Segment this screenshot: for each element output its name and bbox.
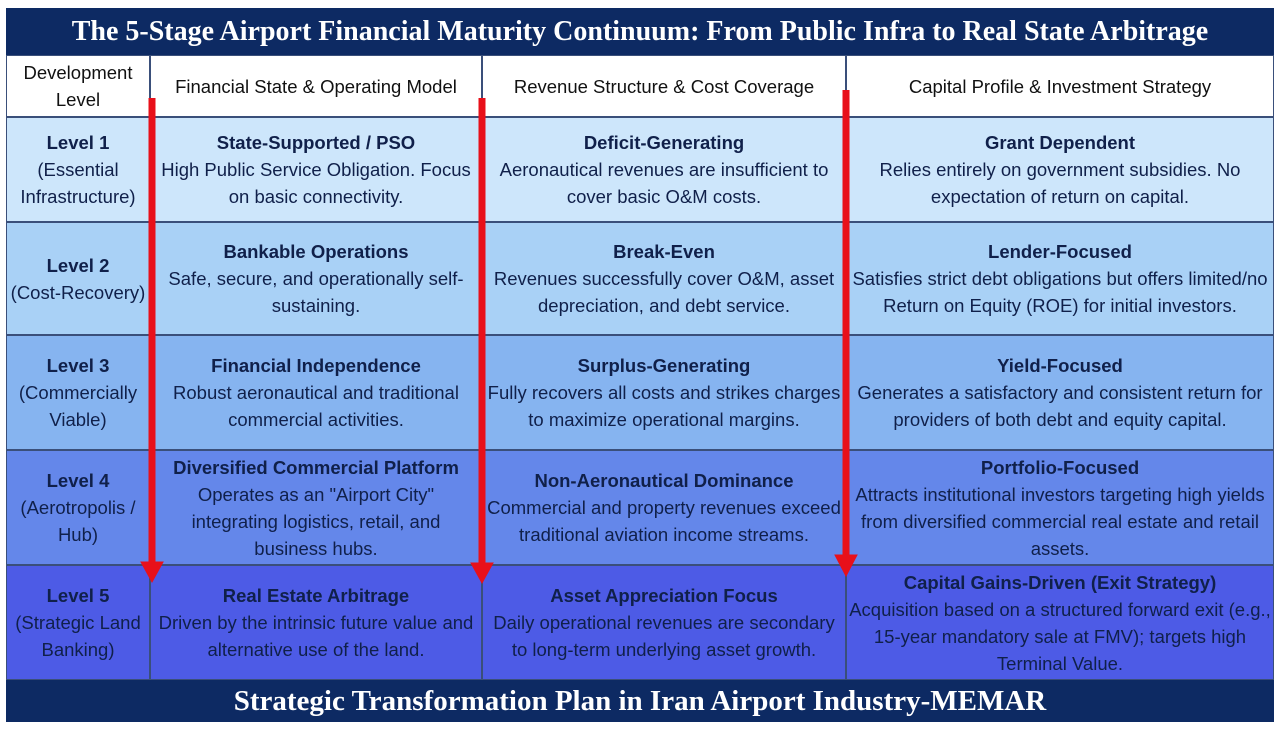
level: Level 4 xyxy=(46,470,110,491)
arrow-head xyxy=(834,554,858,578)
cell-text: Commercial and property revenues exceed … xyxy=(487,497,841,545)
cell: Deficit-Generating Aeronautical revenues … xyxy=(482,117,846,222)
cell-heading: Asset Appreciation Focus xyxy=(550,585,778,606)
level-cell: Level 5 (Strategic Land Banking) xyxy=(6,565,150,680)
column-header: Revenue Structure & Cost Coverage xyxy=(482,55,846,117)
cell-heading: Portfolio-Focused xyxy=(980,456,1140,478)
cell-heading: Real Estate Arbitrage xyxy=(222,585,410,606)
cell-text: Daily operational revenues are secondary… xyxy=(493,612,835,660)
cell: Portfolio-Focused Attracts institutional … xyxy=(846,450,1274,565)
cell-text: Satisfies strict debt obligations but of… xyxy=(852,268,1268,316)
cell-text: Relies entirely on government subsidies.… xyxy=(879,159,1241,207)
stage: (Strategic Land Banking) xyxy=(15,612,141,660)
column-header: Capital Profile & Investment Strategy xyxy=(846,55,1274,117)
cell-heading: State-Supported / PSO xyxy=(216,132,416,153)
cell: Break-Even Revenues successfully cover O&… xyxy=(482,222,846,335)
cell-text: Revenues successfully cover O&M, asset d… xyxy=(493,268,835,316)
cell-heading: Financial Independence xyxy=(211,355,421,376)
stage: (Commercially Viable) xyxy=(18,382,138,430)
level: Level 2 xyxy=(46,254,110,276)
cell-heading: Bankable Operations xyxy=(223,241,409,262)
cell: Surplus-Generating Fully recovers all cos… xyxy=(482,335,846,450)
cell-heading: Capital Gains-Driven (Exit Strategy) xyxy=(903,571,1217,593)
level-cell: Level 1 (Essential Infrastructure) xyxy=(6,117,150,222)
level: Level 1 xyxy=(46,132,110,153)
cell: Grant Dependent Relies entirely on govern… xyxy=(846,117,1274,222)
cell: Yield-Focused Generates a satisfactory an… xyxy=(846,335,1274,450)
level-cell: Level 3 (Commercially Viable) xyxy=(6,335,150,450)
cell: Capital Gains-Driven (Exit Strategy) Acqu… xyxy=(846,565,1274,680)
cell-text: Acquisition based on a structured forwar… xyxy=(849,598,1271,674)
cell-heading: Lender-Focused xyxy=(988,241,1132,262)
stage: (Cost-Recovery) xyxy=(10,281,146,303)
level-cell: Level 2 (Cost-Recovery) xyxy=(6,222,150,335)
column-header: Development Level xyxy=(6,55,150,117)
title: The 5-Stage Airport Financial Maturity C… xyxy=(6,8,1274,55)
stage: (Essential Infrastructure) xyxy=(20,159,136,207)
cell-heading: Deficit-Generating xyxy=(583,132,745,153)
arrow-head xyxy=(140,561,164,584)
cell: Bankable Operations Safe, secure, and ope… xyxy=(150,222,482,335)
table: Development Level Financial State & Opera… xyxy=(6,55,1274,680)
cell: State-Supported / PSO High Public Service… xyxy=(150,117,482,222)
cell-heading: Diversified Commercial Platform xyxy=(173,456,459,478)
stage: (Aerotropolis / Hub) xyxy=(20,497,136,545)
cell: Real Estate Arbitrage Driven by the intri… xyxy=(150,565,482,680)
column-header: Financial State & Operating Model xyxy=(150,55,482,117)
cell-heading: Yield-Focused xyxy=(997,355,1123,376)
cell-heading: Grant Dependent xyxy=(984,132,1136,153)
cell: Asset Appreciation Focus Daily operationa… xyxy=(482,565,846,680)
cell-text: Fully recovers all costs and strikes cha… xyxy=(487,382,841,430)
cell-heading: Non-Aeronautical Dominance xyxy=(534,470,794,491)
level-cell: Level 4 (Aerotropolis / Hub) xyxy=(6,450,150,565)
cell-text: Safe, secure, and operationally self-sus… xyxy=(168,268,464,316)
cell-text: Generates a satisfactory and consistent … xyxy=(857,382,1263,430)
footer: Strategic Transformation Plan in Iran Ai… xyxy=(6,680,1274,722)
cell-heading: Break-Even xyxy=(613,241,715,262)
cell-text: Driven by the intrinsic future value and… xyxy=(158,612,474,660)
cell-heading: Surplus-Generating xyxy=(577,355,751,376)
cell: Lender-Focused Satisfies strict debt obli… xyxy=(846,222,1274,335)
cell-text: Operates as an "Airport City" integratin… xyxy=(191,483,441,559)
level: Level 5 xyxy=(46,585,110,606)
cell-text: High Public Service Obligation. Focus on… xyxy=(161,159,471,207)
cell-text: Attracts institutional investors targeti… xyxy=(855,483,1265,559)
cell: Financial Independence Robust aeronautica… xyxy=(150,335,482,450)
arrow-head xyxy=(470,562,494,585)
cell-text: Aeronautical revenues are insufficient t… xyxy=(499,159,829,207)
cell: Diversified Commercial Platform Operates … xyxy=(150,450,482,565)
cell-text: Robust aeronautical and traditional comm… xyxy=(173,382,459,430)
level: Level 3 xyxy=(46,355,110,376)
cell: Non-Aeronautical Dominance Commercial and… xyxy=(482,450,846,565)
